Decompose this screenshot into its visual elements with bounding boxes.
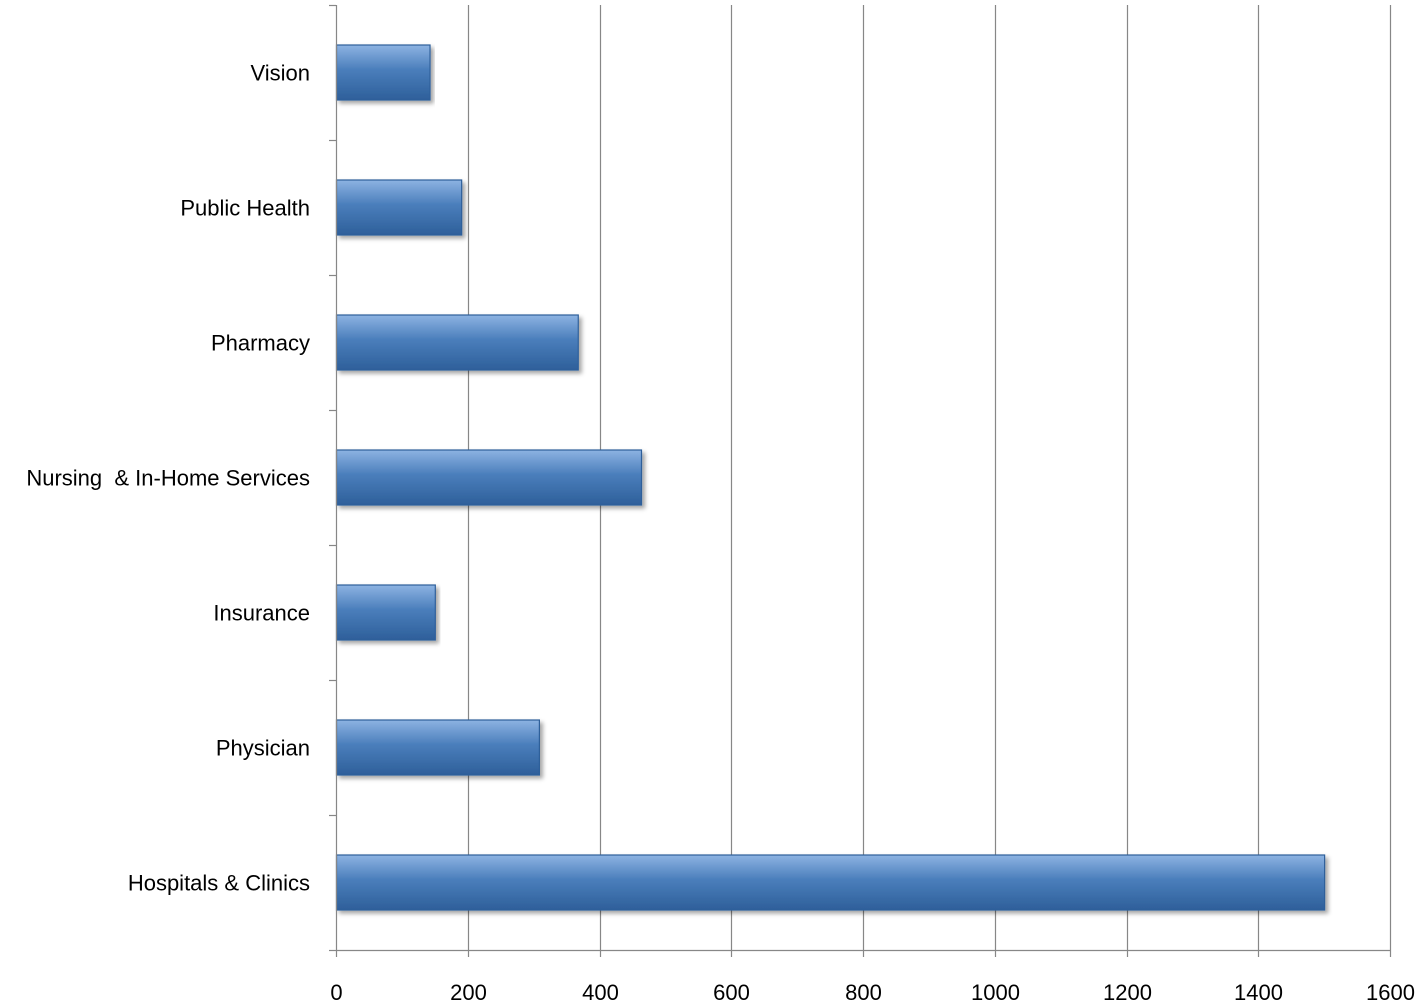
y-category-label: Hospitals & Clinics	[128, 871, 310, 896]
x-tick-label-1000: 1000	[971, 980, 1020, 1005]
bar-physician	[335, 719, 540, 776]
gridlines	[467, 5, 1392, 950]
bar-hospitals-clinics	[335, 854, 1326, 911]
bar-insurance	[335, 584, 436, 641]
bar-public-health	[335, 179, 463, 236]
x-tick-label-1600: 1600	[1366, 980, 1415, 1005]
bar-vision	[335, 44, 431, 101]
y-category-label: Insurance	[213, 601, 310, 626]
x-tick-label-400: 400	[582, 980, 619, 1005]
x-tick-label-800: 800	[845, 980, 882, 1005]
bars	[335, 44, 1326, 911]
x-tick-label-600: 600	[713, 980, 750, 1005]
y-category-label: Pharmacy	[211, 331, 310, 356]
y-category-label: Vision	[250, 61, 310, 86]
y-category-label: Nursing & In-Home Services	[26, 466, 310, 491]
axes	[329, 4, 1392, 957]
labels: 0 200 400 600 800 1000 1200 1400 1600 Hospitals &…	[26, 61, 1415, 1006]
bar-pharmacy	[335, 314, 579, 371]
y-category-label: Physician	[216, 736, 310, 761]
x-tick-label-200: 200	[450, 980, 487, 1005]
x-tick-label-0: 0	[330, 980, 342, 1005]
bar-nursing-in-home-services	[335, 449, 643, 506]
x-tick-label-1400: 1400	[1234, 980, 1283, 1005]
x-tick-label-1200: 1200	[1103, 980, 1152, 1005]
y-category-label: Public Health	[180, 196, 310, 221]
